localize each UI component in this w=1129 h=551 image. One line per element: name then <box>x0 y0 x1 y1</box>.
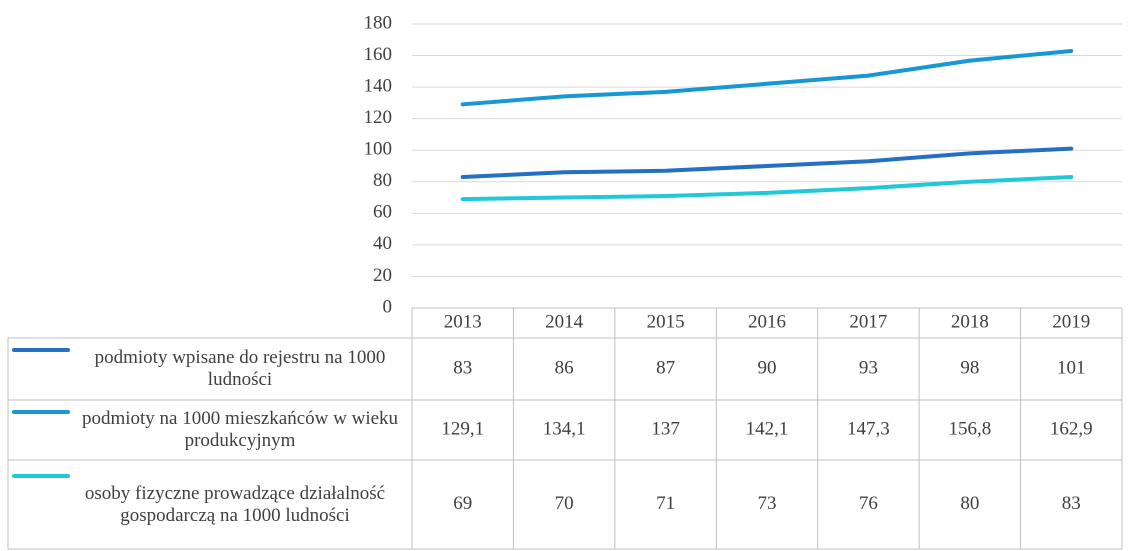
table-value: 70 <box>555 493 574 514</box>
y-tick-label: 120 <box>364 107 393 128</box>
y-tick-label: 180 <box>364 12 393 33</box>
table-value: 156,8 <box>948 418 991 439</box>
x-tick-label: 2013 <box>444 311 482 332</box>
series-line <box>460 175 1074 202</box>
table-value: 83 <box>453 357 472 378</box>
x-tick-label: 2018 <box>951 311 989 332</box>
y-tick-label: 60 <box>373 202 392 223</box>
y-tick-label: 160 <box>364 44 393 65</box>
y-tick-label: 20 <box>373 265 392 286</box>
table-value: 147,3 <box>847 418 890 439</box>
table-value: 90 <box>758 357 777 378</box>
legend-label: osoby fizyczne prowadzące działalność go… <box>84 482 386 526</box>
table-value: 101 <box>1057 357 1086 378</box>
table-value: 93 <box>859 357 878 378</box>
x-tick-label: 2016 <box>748 311 786 332</box>
y-tick-label: 140 <box>364 75 393 96</box>
y-tick-label: 100 <box>364 139 393 160</box>
table-value: 134,1 <box>543 418 586 439</box>
table-value: 98 <box>960 357 979 378</box>
y-tick-label: 0 <box>383 296 393 317</box>
table-value: 76 <box>859 493 878 514</box>
x-tick-label: 2019 <box>1052 311 1090 332</box>
table-value: 137 <box>651 418 680 439</box>
y-tick-label: 80 <box>373 170 392 191</box>
series-line <box>460 48 1074 107</box>
y-tick-label: 40 <box>373 233 392 254</box>
x-tick-label: 2014 <box>545 311 584 332</box>
table-value: 83 <box>1062 493 1081 514</box>
x-tick-label: 2017 <box>849 311 887 332</box>
table-value: 142,1 <box>746 418 789 439</box>
table-value: 71 <box>656 493 675 514</box>
table-value: 69 <box>453 493 472 514</box>
series-line <box>460 146 1074 180</box>
x-tick-label: 2015 <box>647 311 685 332</box>
table-value: 162,9 <box>1050 418 1093 439</box>
table-value: 73 <box>758 493 777 514</box>
legend-label: podmioty wpisane do rejestru na 1000 lud… <box>94 347 386 390</box>
legend-label: podmioty na 1000 mieszkańców w wieku pro… <box>81 408 399 451</box>
table-value: 87 <box>656 357 675 378</box>
table-value: 129,1 <box>441 418 484 439</box>
table-value: 80 <box>960 493 979 514</box>
table-value: 86 <box>555 357 574 378</box>
